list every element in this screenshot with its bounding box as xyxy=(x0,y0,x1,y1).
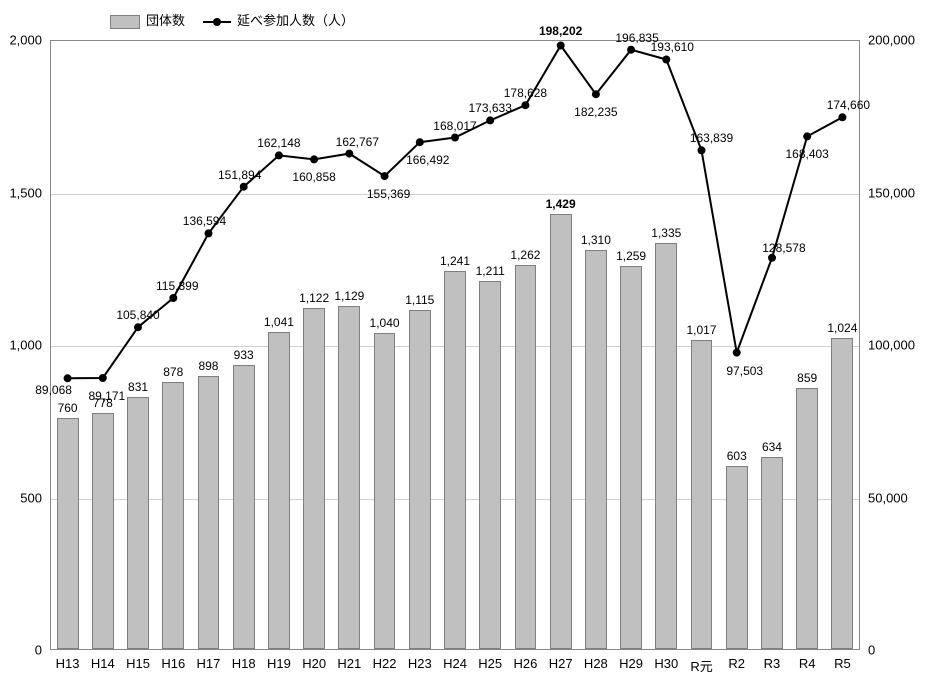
line-series xyxy=(0,0,932,699)
line-value-label: 198,202 xyxy=(539,25,582,37)
line-value-label: 155,369 xyxy=(367,188,410,200)
chart-container: 団体数 延べ参加人数（人） 05001,0001,5002,000050,000… xyxy=(0,0,932,699)
line-value-label: 136,594 xyxy=(183,215,226,227)
line-value-label: 173,633 xyxy=(469,102,512,114)
line-value-label: 97,503 xyxy=(726,365,763,377)
line-value-label: 163,839 xyxy=(690,132,733,144)
line-value-label: 128,578 xyxy=(762,242,805,254)
line-value-label: 166,492 xyxy=(406,154,449,166)
line-value-label: 151,894 xyxy=(218,169,261,181)
line-value-label: 182,235 xyxy=(574,106,617,118)
line-value-label: 193,610 xyxy=(651,41,694,53)
line-value-label: 89,068 xyxy=(35,384,72,396)
line-value-label: 162,767 xyxy=(336,136,379,148)
line-value-label: 162,148 xyxy=(257,137,300,149)
line-value-label: 168,017 xyxy=(433,120,476,132)
line-value-label: 89,171 xyxy=(88,390,125,402)
line-value-label: 115,399 xyxy=(156,280,199,292)
line-value-label: 160,858 xyxy=(292,171,335,183)
line-value-label: 105,840 xyxy=(116,309,159,321)
line-value-label: 168,403 xyxy=(785,148,828,160)
line-value-label: 178,628 xyxy=(504,87,547,99)
line-value-label: 174,660 xyxy=(827,99,870,111)
